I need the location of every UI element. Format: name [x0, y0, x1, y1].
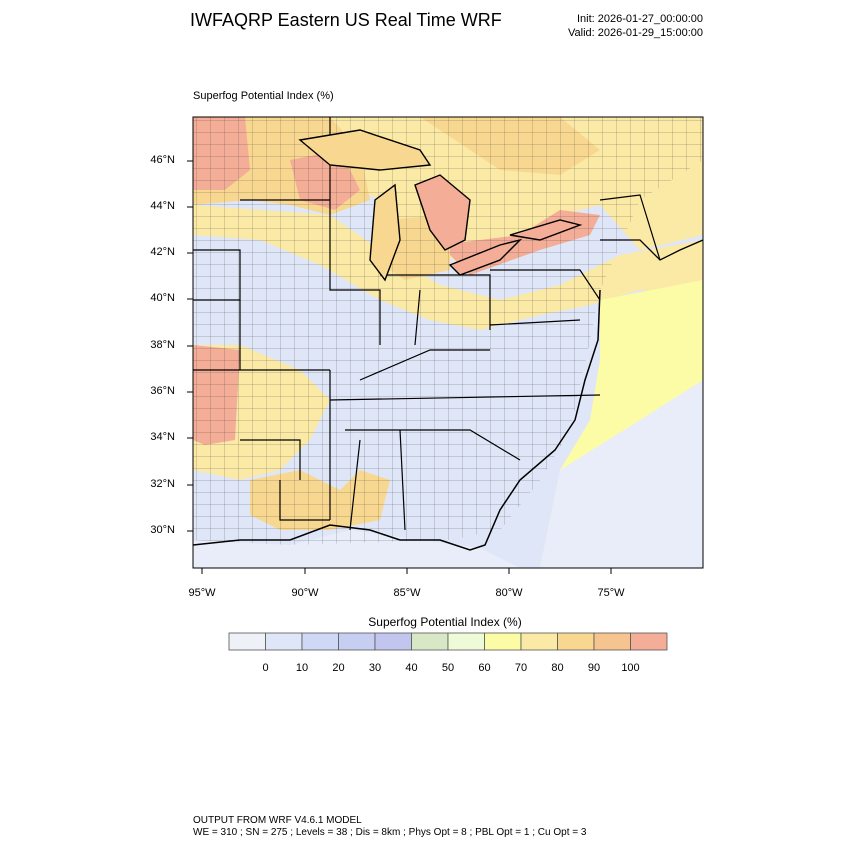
colorbar-tick-label: 20 [332, 662, 345, 674]
map-panel [193, 117, 703, 568]
colorbar-swatch [630, 632, 668, 651]
atlantic-south [540, 380, 703, 568]
lon-label: 90°W [291, 587, 319, 599]
colorbar-tick-label: 80 [551, 662, 564, 674]
footer-config: WE = 310 ; SN = 275 ; Levels = 38 ; Dis … [193, 827, 587, 838]
colorbar-tick-label: 10 [295, 662, 309, 674]
coastline [193, 289, 601, 551]
colorbar-tick-label: 0 [262, 662, 269, 674]
colorbar-swatch [593, 632, 631, 651]
colorbar-swatch [265, 632, 303, 651]
colorbar-tick-label: 90 [587, 662, 601, 674]
lat-label: 42°N [150, 246, 175, 258]
colorbar-tick-label: 100 [621, 662, 640, 674]
lon-label: 95°W [188, 587, 216, 599]
colorbar [228, 632, 668, 651]
lon-label: 75°W [597, 587, 625, 599]
lat-label: 36°N [150, 385, 175, 397]
colorbar-tick-label: 40 [405, 662, 418, 674]
state-boundaries [193, 117, 661, 531]
colorbar-title: Superfog Potential Index (%) [368, 615, 522, 629]
lon-label: 80°W [495, 587, 523, 599]
gulf-of-mexico [193, 530, 520, 568]
lat-label: 46°N [150, 154, 175, 166]
lat-label: 32°N [150, 478, 175, 490]
valid-time: Valid: 2026-01-29_15:00:00 [568, 27, 703, 39]
lat-label: 44°N [150, 200, 175, 212]
colorbar-swatch [301, 632, 339, 651]
colorbar-swatch [374, 632, 412, 651]
lat-label: 30°N [150, 524, 175, 536]
map-frame [192, 116, 704, 569]
colorbar-tick-label: 50 [441, 662, 455, 674]
lat-label: 34°N [150, 431, 175, 443]
great-lakes [298, 129, 583, 282]
colorbar-swatch [447, 632, 485, 651]
lat-label: 38°N [150, 339, 175, 351]
colorbar-swatch [338, 632, 376, 651]
colorbar-swatch [411, 632, 449, 651]
colorbar-swatch [557, 632, 595, 651]
axis-ticks [187, 160, 612, 574]
colorbar-swatch [484, 632, 522, 651]
init-time: Init: 2026-01-27_00:00:00 [577, 13, 703, 25]
colorbar-swatch [228, 632, 266, 651]
footer-model: OUTPUT FROM WRF V4.6.1 MODEL [193, 815, 362, 826]
colorbar-tick-label: 70 [514, 662, 528, 674]
colorbar-swatch [520, 632, 558, 651]
map-field-label: Superfog Potential Index (%) [193, 90, 334, 102]
page-title: IWFAQRP Eastern US Real Time WRF [190, 10, 502, 30]
ne-coastline [600, 239, 703, 261]
lat-label: 40°N [150, 292, 175, 304]
lon-label: 85°W [393, 587, 421, 599]
colorbar-tick-label: 30 [368, 662, 382, 674]
colorbar-tick-label: 60 [478, 662, 491, 674]
